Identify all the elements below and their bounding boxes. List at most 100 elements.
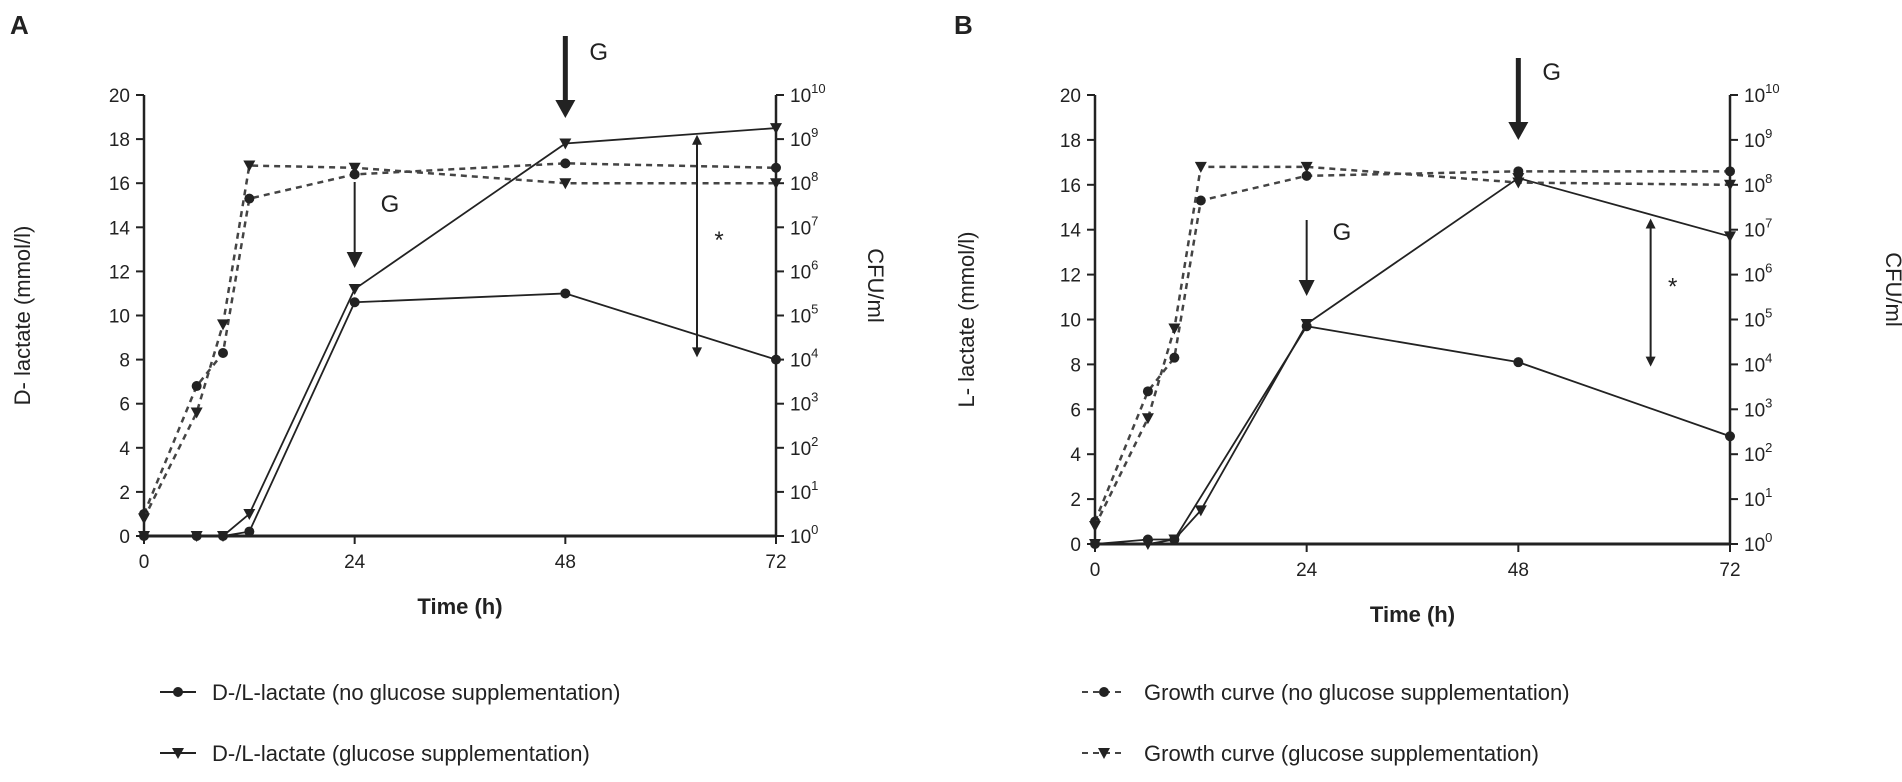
data-point-triangle	[559, 178, 572, 190]
legend-label: Growth curve (no glucose supplementation…	[1144, 680, 1570, 705]
data-point-circle	[560, 158, 571, 169]
x-tick-label: 24	[344, 552, 366, 573]
legend-marker-circle	[1099, 687, 1109, 697]
y-tick-label: 6	[119, 395, 130, 416]
data-point-triangle	[1194, 161, 1207, 173]
y-tick-label: 18	[109, 130, 130, 151]
y-tick-label: 18	[1060, 131, 1081, 152]
series-lactate-no-glucose	[1090, 321, 1735, 549]
data-point-circle	[244, 526, 255, 537]
data-point-triangle	[1300, 318, 1313, 330]
data-point-triangle	[138, 531, 150, 542]
data-point-triangle	[348, 162, 361, 174]
series-growth-no-glucose	[139, 158, 781, 519]
legend-item-growth-glucose: Growth curve (glucose supplementation)	[1082, 741, 1539, 766]
data-point-circle	[1301, 170, 1312, 181]
g-annotation-label: G	[1333, 219, 1352, 246]
g-arrow-head	[1298, 280, 1315, 296]
data-point-circle	[1142, 386, 1153, 397]
legend-item-lactate-no-glucose: D-/L-lactate (no glucose supplementation…	[160, 680, 620, 705]
data-point-triangle	[559, 138, 572, 150]
significance-star: *	[714, 227, 723, 254]
right-y-tick-label: 102	[1744, 440, 1772, 466]
data-point-circle	[1725, 431, 1735, 442]
right-y-tick-label: 104	[790, 346, 818, 372]
series-growth-glucose	[138, 160, 782, 525]
data-point-circle	[771, 162, 781, 173]
data-point-triangle	[1724, 179, 1736, 191]
g-annotation-label: G	[381, 191, 400, 218]
g-annotation-label: G	[589, 39, 608, 66]
right-y-tick-label: 109	[1744, 126, 1772, 152]
x-tick-label: 72	[1719, 560, 1740, 581]
series-lactate-no-glucose	[139, 288, 781, 541]
right-y-tick-label: 102	[790, 434, 818, 460]
x-tick-label: 48	[555, 552, 576, 573]
data-point-triangle	[770, 178, 782, 190]
series-lactate-glucose	[138, 123, 782, 542]
y-tick-label: 2	[119, 483, 130, 504]
y-tick-label: 20	[1060, 86, 1081, 107]
series-line	[144, 127, 777, 537]
panel-letter: B	[954, 10, 973, 40]
data-point-circle	[1725, 166, 1735, 177]
right-y-tick-label: 107	[1744, 216, 1772, 242]
data-point-triangle	[1168, 323, 1181, 335]
y-tick-label: 6	[1070, 400, 1081, 421]
data-point-circle	[1169, 352, 1180, 363]
series-line	[1094, 325, 1731, 545]
x-axis-title: Time (h)	[1370, 602, 1455, 627]
y-tick-label: 8	[1070, 355, 1081, 376]
data-point-circle	[1513, 166, 1524, 177]
data-point-triangle	[1141, 413, 1154, 425]
g-arrow-head-bold	[1508, 122, 1529, 140]
data-point-circle	[349, 169, 360, 180]
data-point-triangle	[243, 160, 256, 172]
left-y-axis-title: D- lactate (mmol/l)	[10, 226, 35, 406]
data-point-triangle	[138, 513, 150, 525]
data-point-triangle	[1724, 231, 1736, 243]
y-tick-label: 12	[1060, 266, 1081, 287]
y-tick-label: 10	[109, 307, 130, 328]
right-y-tick-label: 109	[790, 125, 818, 151]
data-point-circle	[1513, 357, 1524, 368]
panel-letter: A	[10, 10, 29, 40]
legend-label: Growth curve (glucose supplementation)	[1144, 741, 1539, 766]
right-y-tick-label: 1010	[790, 81, 826, 107]
series-line	[142, 164, 776, 519]
y-tick-label: 0	[119, 527, 130, 548]
y-tick-label: 14	[1060, 221, 1082, 242]
series-growth-glucose	[1089, 161, 1736, 533]
y-tick-label: 2	[1070, 490, 1081, 511]
legend-item-growth-no-glucose: Growth curve (no glucose supplementation…	[1082, 680, 1570, 705]
data-point-triangle	[1512, 177, 1525, 189]
data-point-circle	[349, 297, 360, 308]
data-point-triangle	[243, 508, 256, 520]
legend: D-/L-lactate (no glucose supplementation…	[160, 680, 1570, 766]
significance-arrow-head-bottom	[692, 347, 702, 358]
data-point-triangle	[348, 284, 361, 296]
right-y-tick-label: 1010	[1744, 81, 1780, 107]
right-y-tick-label: 106	[790, 257, 818, 283]
y-tick-label: 14	[109, 218, 131, 239]
series-lactate-glucose	[1089, 173, 1736, 550]
x-tick-label: 48	[1508, 560, 1529, 581]
right-y-axis-title: CFU/ml	[863, 248, 888, 323]
x-tick-label: 72	[765, 552, 786, 573]
data-point-triangle	[217, 319, 229, 331]
data-point-triangle	[1141, 539, 1154, 550]
panel-b: B024681012141618201001011021031041051061…	[954, 10, 1902, 627]
data-point-triangle	[1168, 534, 1181, 546]
data-point-circle	[244, 193, 255, 204]
y-tick-label: 4	[119, 439, 130, 460]
right-y-tick-label: 105	[790, 302, 818, 328]
panel-a: A024681012141618201001011021031041051061…	[10, 10, 888, 619]
data-point-triangle	[190, 531, 203, 542]
data-point-triangle	[1194, 505, 1207, 517]
right-y-tick-label: 100	[790, 522, 818, 548]
data-point-triangle	[190, 407, 203, 419]
y-tick-label: 0	[1070, 535, 1081, 556]
y-tick-label: 4	[1070, 445, 1081, 466]
significance-arrow-head-top	[692, 134, 702, 145]
right-y-tick-label: 107	[790, 213, 818, 239]
